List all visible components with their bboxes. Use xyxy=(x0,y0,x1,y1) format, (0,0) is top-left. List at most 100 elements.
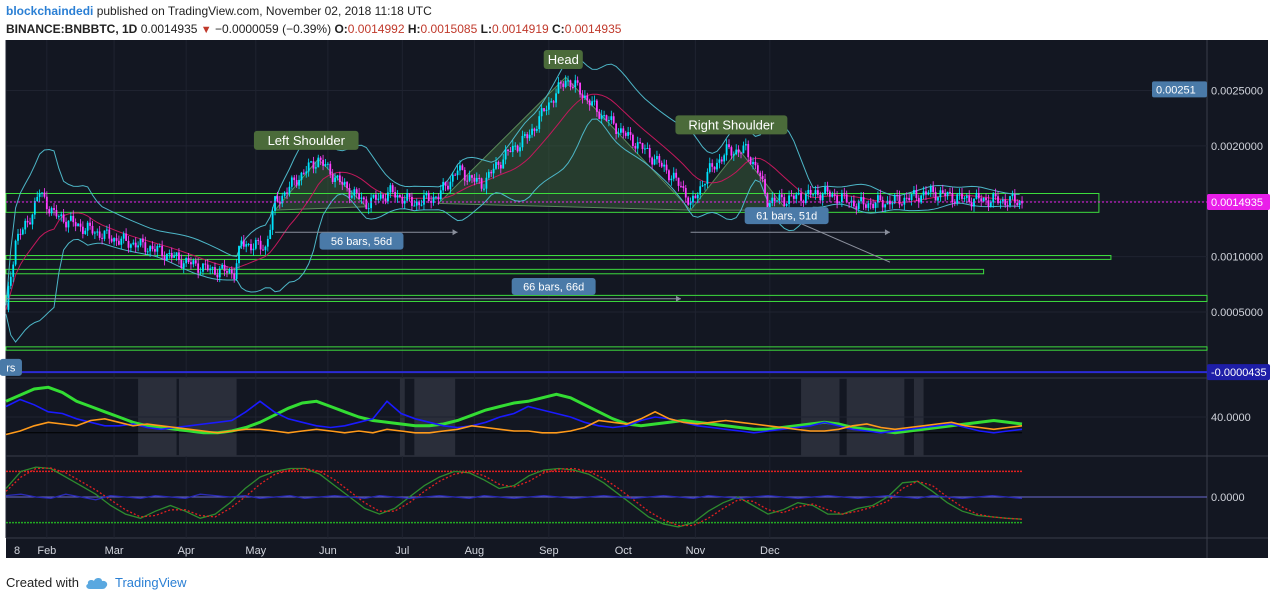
candle-body xyxy=(862,197,865,205)
price-tag xyxy=(1207,364,1270,381)
candle-body xyxy=(396,194,399,198)
candle-body xyxy=(307,162,310,172)
candle-body xyxy=(137,245,140,248)
candle-body xyxy=(622,128,625,133)
candle-body xyxy=(487,171,490,178)
candle-body xyxy=(648,147,651,158)
candle-body xyxy=(600,115,603,119)
candle-body xyxy=(322,159,324,166)
candle-body xyxy=(543,108,545,111)
candle-body xyxy=(370,197,373,209)
candle-body xyxy=(732,154,735,156)
candle-body xyxy=(483,188,485,190)
candle-body xyxy=(737,149,740,153)
candle-body xyxy=(355,189,358,194)
candle-body xyxy=(893,195,896,204)
candle-body xyxy=(499,164,502,169)
measure-arrow-head xyxy=(675,295,681,302)
candle-body xyxy=(579,82,581,95)
candle-body xyxy=(139,238,142,246)
candle-body xyxy=(586,95,589,101)
candle-body xyxy=(576,80,579,83)
candle-body xyxy=(523,134,526,136)
candle-body xyxy=(24,220,27,230)
candle-body xyxy=(723,155,726,162)
candle-body xyxy=(96,231,99,233)
candle-body xyxy=(43,192,46,197)
candle-body xyxy=(973,198,975,207)
candle-body xyxy=(516,145,519,152)
candle-body xyxy=(122,233,125,239)
candle-body xyxy=(199,271,202,273)
candle-body xyxy=(1006,205,1009,207)
candle-body xyxy=(72,215,75,223)
candle-body xyxy=(980,198,983,202)
candle-body xyxy=(55,209,58,217)
candle-body xyxy=(223,264,226,272)
candle-body xyxy=(778,194,781,201)
open-value: 0.0014992 xyxy=(347,22,405,36)
candle-body xyxy=(1018,200,1021,206)
candle-body xyxy=(605,115,608,122)
candle-body xyxy=(639,142,642,144)
candle-body xyxy=(800,192,802,201)
time-tick-label: Mar xyxy=(105,545,124,557)
author-link[interactable]: blockchaindedi xyxy=(6,4,94,18)
candle-body xyxy=(699,186,702,195)
candle-body xyxy=(742,145,745,154)
candle-body xyxy=(435,196,437,198)
support-zone xyxy=(5,192,1100,213)
candle-body xyxy=(720,159,723,162)
candle-body xyxy=(406,193,409,201)
candle-body xyxy=(629,132,632,135)
candle-body xyxy=(81,226,84,234)
candle-body xyxy=(636,142,639,149)
candle-body xyxy=(74,222,77,227)
candle-body xyxy=(853,200,855,207)
candle-body xyxy=(718,159,721,163)
candle-body xyxy=(194,260,197,264)
candle-body xyxy=(555,93,557,103)
osc1-series-line xyxy=(5,410,1023,436)
symbol-label: BINANCE:BNBBTC, 1D xyxy=(6,22,138,36)
candle-body xyxy=(442,181,445,191)
candle-body xyxy=(144,242,147,252)
candle-body xyxy=(259,240,262,250)
candle-body xyxy=(317,157,320,168)
candle-body xyxy=(19,233,22,235)
time-tick-label: Nov xyxy=(686,545,706,557)
candle-body xyxy=(134,242,137,248)
candle-body xyxy=(828,191,831,197)
candle-body xyxy=(305,171,308,174)
price-tick-label: 0.0020000 xyxy=(1211,141,1263,153)
candle-body xyxy=(595,100,598,112)
candle-body xyxy=(780,194,783,198)
candle-body xyxy=(716,162,718,170)
chart-canvas[interactable]: Head Left Shoulder Right Shoulder 56 bars, … xyxy=(0,40,1274,570)
candle-body xyxy=(795,194,798,199)
candle-body xyxy=(927,192,930,195)
candle-body xyxy=(257,239,260,241)
high-label: H: xyxy=(407,22,421,36)
candle-body xyxy=(632,134,634,147)
candle-body xyxy=(158,245,161,247)
tradingview-link[interactable]: TradingView xyxy=(85,575,187,590)
candle-body xyxy=(375,194,377,200)
bollinger-upper xyxy=(5,56,1020,306)
last-price: 0.0014935 xyxy=(140,22,198,36)
close-label: C: xyxy=(552,22,565,36)
candle-body xyxy=(896,195,899,197)
candle-body xyxy=(206,264,209,271)
tradingview-brand: TradingView xyxy=(114,575,187,590)
candle-body xyxy=(838,201,841,204)
candle-body xyxy=(281,195,284,204)
price-tag-label: -0.0000435 xyxy=(1211,367,1267,379)
candle-body xyxy=(432,196,435,203)
open-label: O: xyxy=(334,22,348,36)
candle-body xyxy=(797,192,800,195)
candle-body xyxy=(358,193,360,200)
price-tick-label: 0.0025000 xyxy=(1211,86,1263,98)
annotation-label: Left Shoulder xyxy=(268,133,346,148)
tradingview-cloud-icon xyxy=(86,577,108,589)
candle-body xyxy=(456,170,459,176)
